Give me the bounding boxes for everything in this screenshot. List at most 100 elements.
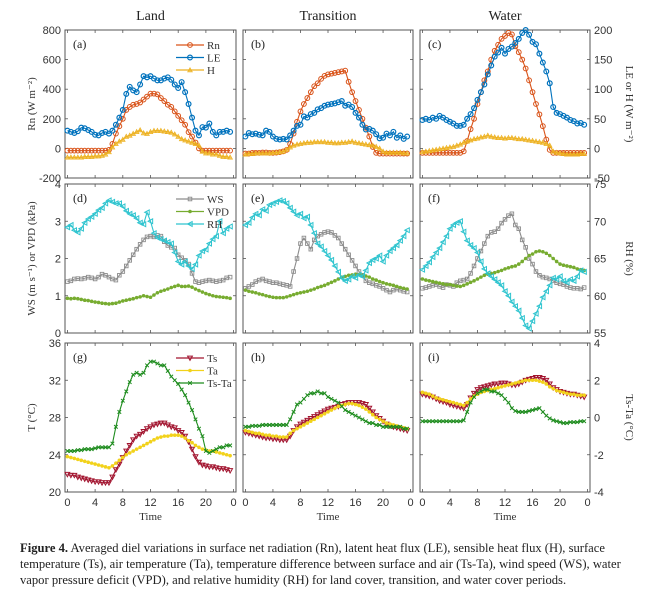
data-point <box>484 132 491 138</box>
data-point <box>67 472 75 479</box>
data-point <box>74 154 81 160</box>
data-point <box>301 101 307 107</box>
data-point <box>112 121 119 128</box>
data-point <box>112 130 119 137</box>
data-point <box>496 385 500 390</box>
data-point <box>369 127 376 134</box>
data-point <box>144 363 150 368</box>
data-point <box>110 441 115 446</box>
data-point <box>363 419 369 424</box>
data-point <box>134 370 139 375</box>
data-point <box>300 419 308 426</box>
panel-label: (c) <box>428 37 441 51</box>
data-point <box>314 80 321 87</box>
data-point <box>494 279 501 286</box>
data-point <box>250 430 255 435</box>
data-point <box>509 406 515 411</box>
data-point <box>140 429 147 435</box>
data-point <box>255 212 262 219</box>
data-point <box>565 391 569 396</box>
x-tick-label: 0 <box>242 497 248 509</box>
data-point <box>325 101 332 108</box>
data-point <box>391 424 396 429</box>
data-point <box>511 302 518 310</box>
data-point <box>325 139 331 145</box>
data-point <box>520 409 525 415</box>
data-point <box>401 286 406 291</box>
data-point <box>159 435 163 439</box>
data-point <box>124 389 129 394</box>
data-point <box>564 420 570 426</box>
data-point <box>243 428 248 433</box>
data-point <box>485 233 491 239</box>
data-point <box>318 391 324 396</box>
data-point <box>113 424 119 429</box>
data-point <box>322 391 327 396</box>
data-point <box>479 275 483 279</box>
data-point <box>256 150 263 156</box>
data-point <box>303 213 311 221</box>
data-point <box>280 135 287 142</box>
data-point <box>494 381 502 388</box>
data-point <box>96 274 101 280</box>
data-point <box>161 75 168 82</box>
data-point <box>481 384 488 391</box>
data-point <box>165 368 170 374</box>
x-tick-label: 12 <box>144 497 156 509</box>
data-point <box>546 80 553 87</box>
data-point <box>541 380 545 384</box>
data-point <box>464 409 470 415</box>
data-point <box>529 375 536 382</box>
data-point <box>342 102 349 109</box>
data-point <box>315 415 320 420</box>
x-tick-label: 4 <box>447 497 453 509</box>
data-point <box>554 259 559 264</box>
data-point <box>198 247 206 255</box>
data-point <box>446 225 453 232</box>
data-point <box>567 116 574 123</box>
data-point <box>188 446 196 453</box>
data-point <box>346 409 351 415</box>
data-point <box>471 105 478 112</box>
data-point <box>99 130 106 137</box>
data-point <box>72 296 77 301</box>
data-point <box>103 465 108 469</box>
data-point <box>298 425 303 429</box>
series-markers-ta <box>420 378 586 408</box>
plot-frame <box>419 183 591 334</box>
data-point <box>536 111 543 118</box>
data-point <box>352 109 359 116</box>
data-point <box>117 458 122 463</box>
data-point <box>96 300 101 305</box>
data-point <box>328 405 335 412</box>
data-point <box>350 401 354 406</box>
data-point <box>138 295 142 299</box>
data-point <box>267 294 272 299</box>
data-point <box>297 421 304 428</box>
data-point <box>418 266 426 273</box>
panel-label: (f) <box>428 191 440 205</box>
series-markers-vpd <box>420 249 586 289</box>
data-point <box>451 283 456 288</box>
data-point <box>293 212 300 219</box>
data-point <box>250 423 255 429</box>
data-point <box>471 263 477 269</box>
data-point <box>189 133 195 140</box>
panel-label: (d) <box>73 191 87 205</box>
data-point <box>572 265 576 270</box>
data-point <box>164 128 171 135</box>
series-markers-ws <box>420 211 587 292</box>
plot-frame <box>64 342 237 493</box>
data-point <box>362 402 370 408</box>
data-point <box>305 241 310 246</box>
x-axis-label: Time <box>139 511 162 523</box>
data-point <box>342 246 348 252</box>
data-point <box>202 246 209 253</box>
data-point <box>79 458 84 463</box>
data-point <box>467 111 474 118</box>
data-point <box>127 451 132 455</box>
data-point <box>491 53 498 60</box>
panel-c: -50 0 50 100 150 200 LE or H (W m⁻²) (c) <box>419 25 635 185</box>
